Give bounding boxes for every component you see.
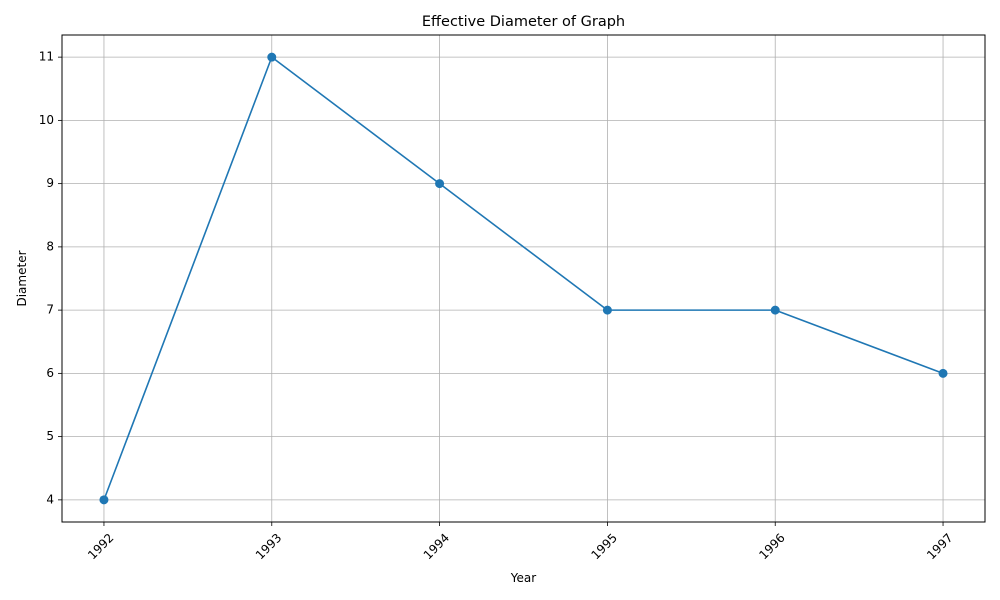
x-tick-label: 1995 [589,531,620,562]
x-axis-label: Year [510,571,536,585]
y-tick-label: 9 [46,176,54,190]
data-point [938,368,948,378]
x-tick-label: 1992 [85,531,116,562]
x-tick-label: 1993 [253,531,284,562]
series-layer [99,52,948,505]
grid-lines [62,35,985,522]
y-axis-ticks: 4 5 6 7 8 9 10 11 [39,50,62,506]
y-tick-label: 7 [46,303,54,317]
chart-title: Effective Diameter of Graph [422,14,625,30]
x-tick-label: 1996 [756,531,787,562]
data-point [267,52,277,62]
x-tick-label: 1997 [924,531,955,562]
y-tick-label: 10 [39,113,54,127]
data-point [435,179,445,189]
x-axis-ticks: 1992 1993 1994 1995 1996 1997 [85,522,956,562]
data-point [602,305,612,315]
y-tick-label: 4 [46,492,54,506]
y-tick-label: 8 [46,239,54,253]
data-point [99,495,109,505]
y-axis-label: Diameter [15,250,29,306]
y-tick-label: 5 [46,429,54,443]
y-tick-label: 6 [46,366,54,380]
series-line [103,56,944,501]
x-tick-label: 1994 [421,531,452,562]
plot-area-frame [61,34,986,523]
y-tick-label: 11 [39,50,54,64]
data-point [770,305,780,315]
